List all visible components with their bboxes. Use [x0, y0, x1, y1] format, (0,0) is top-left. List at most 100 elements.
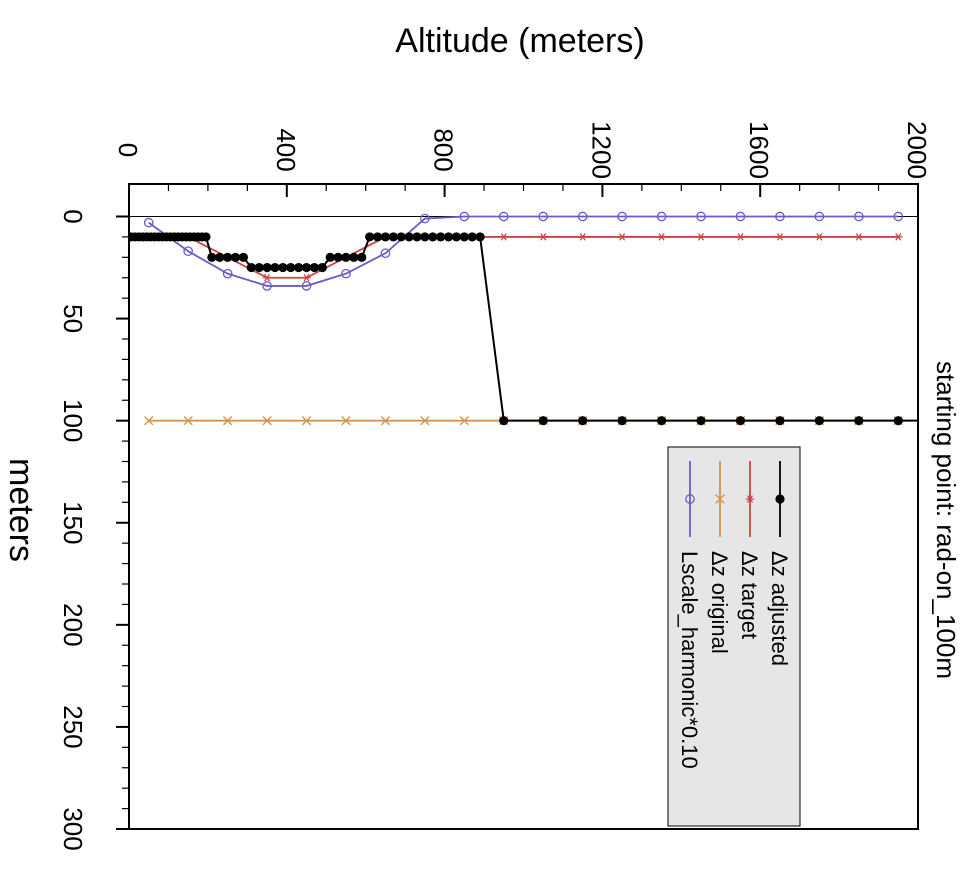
data-point — [436, 232, 446, 242]
data-point — [853, 211, 864, 222]
data-point — [302, 274, 311, 282]
data-point — [656, 416, 667, 426]
y-axis-label: meters — [2, 458, 40, 562]
data-point — [262, 274, 272, 282]
data-point — [412, 232, 422, 242]
series-line — [148, 236, 899, 279]
data-point — [617, 233, 627, 241]
data-point — [657, 233, 666, 241]
data-point — [207, 252, 217, 262]
chart-title: starting point: rad-on_100m — [931, 361, 961, 679]
data-point — [270, 262, 280, 273]
data-point — [893, 416, 903, 426]
x-tick-label: 400 — [271, 128, 301, 171]
series-line — [148, 215, 899, 287]
data-point — [215, 252, 225, 262]
data-point — [578, 233, 587, 241]
data-point — [775, 416, 785, 426]
data-point — [238, 252, 249, 262]
data-point — [301, 281, 312, 291]
data-point — [715, 494, 725, 504]
data-point — [578, 416, 588, 426]
data-point — [443, 232, 454, 242]
data-point — [735, 416, 746, 426]
x-tick-label: 1600 — [744, 121, 774, 179]
data-point — [262, 262, 272, 273]
data-point — [696, 211, 706, 222]
data-point — [341, 252, 351, 262]
data-point — [893, 211, 904, 222]
data-point — [246, 262, 256, 273]
data-point — [617, 416, 627, 426]
data-point — [183, 246, 194, 257]
series-3 — [143, 211, 904, 291]
data-point — [420, 232, 430, 242]
data-point — [814, 416, 824, 426]
data-point — [380, 232, 391, 242]
data-point — [286, 262, 296, 273]
data-point — [428, 232, 438, 242]
data-point — [577, 211, 588, 222]
data-point — [538, 416, 548, 426]
data-point — [854, 233, 864, 241]
x-tick-label: 1200 — [586, 121, 616, 179]
data-point — [201, 232, 211, 242]
data-point — [278, 262, 288, 273]
data-point — [467, 232, 477, 242]
data-point — [341, 268, 351, 279]
data-point — [475, 232, 485, 242]
y-tick-label: 300 — [58, 807, 88, 850]
data-point — [617, 211, 627, 222]
data-point — [420, 415, 430, 426]
data-point — [814, 211, 825, 222]
data-point — [301, 262, 312, 273]
data-point — [396, 232, 406, 242]
y-tick-label: 100 — [58, 399, 88, 442]
data-point — [254, 262, 264, 273]
data-point — [736, 233, 745, 241]
data-point — [294, 262, 304, 273]
x-tick-label: 0 — [113, 143, 143, 157]
data-point — [222, 415, 233, 426]
data-point — [420, 213, 430, 224]
data-point — [349, 252, 359, 262]
data-point — [333, 252, 343, 262]
data-point — [499, 416, 509, 426]
data-point — [539, 233, 548, 241]
x-tick-label: 800 — [429, 128, 459, 171]
data-point — [325, 252, 335, 262]
data-point — [498, 211, 509, 222]
legend-label: Lscale_harmonic*0.10 — [677, 551, 702, 769]
data-point — [143, 217, 154, 228]
data-point — [301, 415, 312, 426]
data-point — [696, 233, 706, 241]
data-point — [388, 232, 398, 242]
data-point — [696, 416, 706, 426]
y-tick-label: 50 — [58, 304, 88, 333]
legend-label: Δz target — [737, 551, 762, 639]
series-0 — [129, 232, 918, 426]
data-point — [775, 211, 785, 222]
data-point — [656, 211, 667, 222]
data-point — [775, 233, 785, 241]
data-point — [404, 232, 414, 242]
data-point — [451, 232, 462, 242]
plot-layer — [129, 211, 918, 426]
y-tick-label: 0 — [58, 209, 88, 223]
data-point — [538, 211, 549, 222]
data-point — [854, 416, 864, 426]
x-axis-label: Altitude (meters) — [395, 22, 644, 60]
data-point — [357, 252, 367, 262]
data-point — [380, 248, 391, 259]
data-point — [183, 415, 193, 426]
data-point — [459, 415, 470, 426]
data-point — [262, 415, 272, 426]
y-tick-label: 200 — [58, 603, 88, 646]
data-point — [365, 232, 375, 242]
data-point — [815, 233, 824, 241]
data-point — [372, 232, 383, 242]
data-point — [223, 252, 233, 262]
y-tick-label: 150 — [58, 501, 88, 544]
